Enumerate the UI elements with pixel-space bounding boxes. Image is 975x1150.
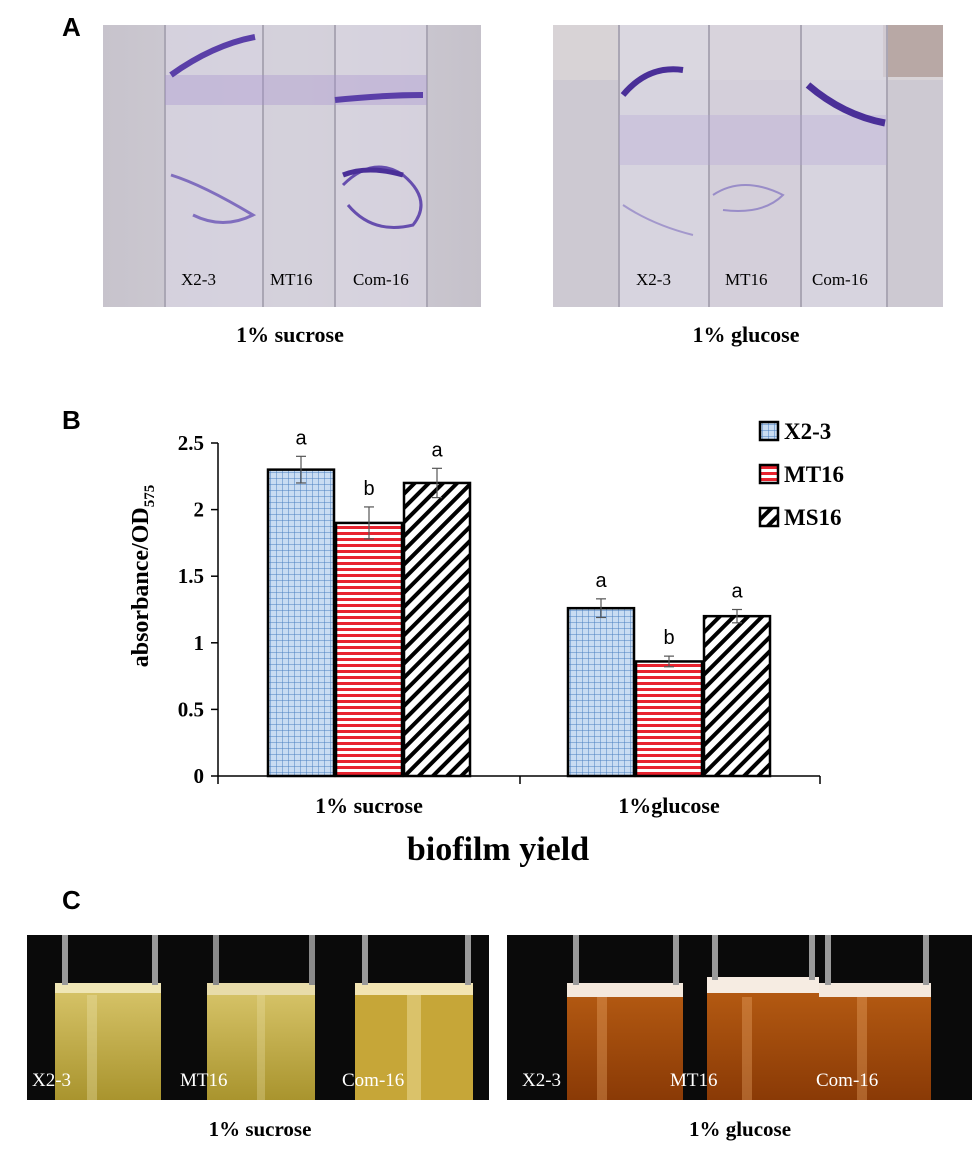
- bar-ms16-0: [402, 481, 472, 778]
- tube-label-a-left-1: X2-3: [181, 270, 216, 289]
- tube-label-c-right-1: X2-3: [522, 1070, 562, 1091]
- tube-label-a-right-3: Com-16: [812, 270, 868, 289]
- bar-x2-3-0: [266, 468, 336, 778]
- panel-letter-b: B: [62, 405, 81, 435]
- tube-label-c-left-3: Com-16: [342, 1070, 405, 1091]
- y-tick-label-0: 0: [194, 764, 205, 788]
- sig-letter-mt16-1: b: [663, 627, 674, 649]
- sig-letter-ms16-1: a: [731, 581, 743, 603]
- sig-letter-mt16-0: b: [363, 478, 374, 500]
- caption-c-sucrose: 1% sucrose: [208, 1117, 312, 1141]
- x-axis-title: biofilm yield: [407, 831, 589, 868]
- chart-legend: X2-3 MT16 MS16: [758, 419, 844, 530]
- y-tick-label-1: 0.5: [178, 697, 204, 721]
- y-tick-label-4: 2: [194, 498, 205, 522]
- error-bar-ms16-1: [732, 608, 742, 624]
- sig-letter-x2-3-0: a: [295, 427, 307, 449]
- tube-label-c-right-3: Com-16: [816, 1070, 879, 1091]
- tube-label-c-right-2: MT16: [670, 1070, 718, 1091]
- x-tick-label-0: 1% sucrose: [315, 793, 423, 818]
- legend-label-x2-3: X2-3: [784, 419, 831, 444]
- caption-a-sucrose: 1% sucrose: [236, 322, 344, 347]
- x-tick-label-1: 1%glucose: [618, 793, 720, 818]
- error-bar-x2-3-0: [296, 455, 306, 484]
- chart-significance-letters: a a b b a a: [295, 427, 743, 649]
- bar-mt16-1: [634, 660, 704, 778]
- caption-a-glucose: 1% glucose: [692, 322, 800, 347]
- bar-chart: a a b b a a 0 0.5 1 1.5 2 2.5 1% sucrose 1%glucose X…: [128, 419, 844, 868]
- error-bar-mt16-0: [364, 506, 374, 540]
- tube-label-a-left-3: Com-16: [353, 270, 409, 289]
- tube-label-a-left-2: MT16: [270, 270, 313, 289]
- y-axis-title: absorbance/OD575: [128, 485, 158, 668]
- legend-swatch-mt16: [758, 463, 780, 485]
- legend-swatch-x2-3: [758, 420, 780, 442]
- error-bar-ms16-0: [432, 467, 442, 499]
- legend-label-mt16: MT16: [784, 462, 844, 487]
- tube-label-a-right-2: MT16: [725, 270, 768, 289]
- photo-a-glucose: [553, 25, 943, 307]
- y-tick-label-2: 1: [194, 631, 205, 655]
- tube-label-c-left-1: X2-3: [32, 1070, 72, 1091]
- error-bar-mt16-1: [664, 655, 674, 668]
- legend-label-ms16: MS16: [784, 505, 842, 530]
- bar-ms16-1: [702, 614, 772, 778]
- panel-letter-c: C: [62, 885, 81, 915]
- error-bar-x2-3-1: [596, 598, 606, 619]
- y-tick-label-3: 1.5: [178, 564, 204, 588]
- chart-bars: [266, 468, 772, 778]
- chart-error-bars: [296, 455, 742, 668]
- chart-tick-labels: 0 0.5 1 1.5 2 2.5 1% sucrose 1%glucose: [178, 431, 720, 818]
- tube-label-a-right-1: X2-3: [636, 270, 671, 289]
- sig-letter-x2-3-1: a: [595, 570, 607, 592]
- legend-swatch-ms16: [758, 506, 780, 528]
- tube-label-c-left-2: MT16: [180, 1070, 228, 1091]
- caption-c-glucose: 1% glucose: [688, 1117, 792, 1141]
- photo-c-glucose: [507, 935, 972, 1100]
- bar-mt16-0: [334, 521, 404, 778]
- photo-c-sucrose: [27, 935, 489, 1100]
- bar-x2-3-1: [566, 606, 636, 778]
- sig-letter-ms16-0: a: [431, 439, 443, 461]
- panel-letter-a: A: [62, 12, 81, 42]
- photo-a-sucrose: [103, 25, 481, 307]
- y-tick-label-5: 2.5: [178, 431, 204, 455]
